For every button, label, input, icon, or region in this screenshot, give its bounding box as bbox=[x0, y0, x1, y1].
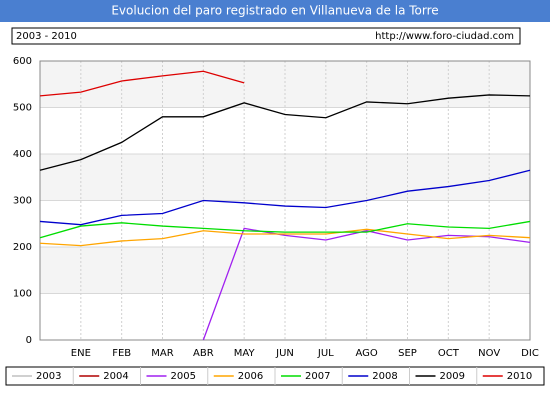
legend-label: 2009 bbox=[440, 371, 465, 382]
series-line bbox=[39, 94, 531, 171]
band bbox=[40, 61, 530, 108]
legend-label: 2007 bbox=[305, 371, 330, 382]
y-tick-label: 600 bbox=[13, 56, 32, 67]
legend-label: 2003 bbox=[36, 371, 61, 382]
series-line bbox=[39, 220, 531, 239]
legend-label: 2005 bbox=[171, 371, 196, 382]
y-tick-label: 300 bbox=[13, 196, 32, 207]
y-tick-label: 200 bbox=[13, 242, 32, 253]
title-bar bbox=[0, 0, 550, 22]
series-line bbox=[39, 169, 531, 226]
x-tick-label: ABR bbox=[193, 348, 214, 359]
x-tick-label: JUL bbox=[317, 348, 334, 359]
info-box bbox=[11, 27, 521, 45]
y-tick-label: 400 bbox=[13, 149, 32, 160]
x-tick-label: ENE bbox=[71, 348, 91, 359]
x-tick-label: NOV bbox=[478, 348, 500, 359]
y-tick-label: 500 bbox=[13, 103, 32, 114]
chart-title: Evolucion del paro registrado en Villanu… bbox=[111, 4, 438, 18]
legend-label: 2010 bbox=[507, 371, 532, 382]
x-tick-label: JUN bbox=[275, 348, 294, 359]
y-tick-label: 0 bbox=[26, 335, 32, 346]
plot-frame bbox=[39, 60, 531, 341]
x-tick-label: MAY bbox=[234, 348, 256, 359]
legend-label: 2008 bbox=[372, 371, 397, 382]
period: 2003 - 2010 bbox=[16, 31, 77, 42]
x-tick-label: FEB bbox=[112, 348, 131, 359]
x-tick-label: AGO bbox=[356, 348, 378, 359]
x-tick-label: SEP bbox=[398, 348, 417, 359]
x-tick-label: MAR bbox=[151, 348, 173, 359]
series-line bbox=[39, 228, 531, 247]
y-tick-label: 100 bbox=[13, 289, 32, 300]
legend-label: 2004 bbox=[103, 371, 128, 382]
series-line bbox=[39, 70, 245, 97]
source: http://www.foro-ciudad.com bbox=[375, 31, 514, 42]
x-tick-label: DIC bbox=[521, 348, 539, 359]
x-tick-label: OCT bbox=[438, 348, 460, 359]
legend-label: 2006 bbox=[238, 371, 263, 382]
